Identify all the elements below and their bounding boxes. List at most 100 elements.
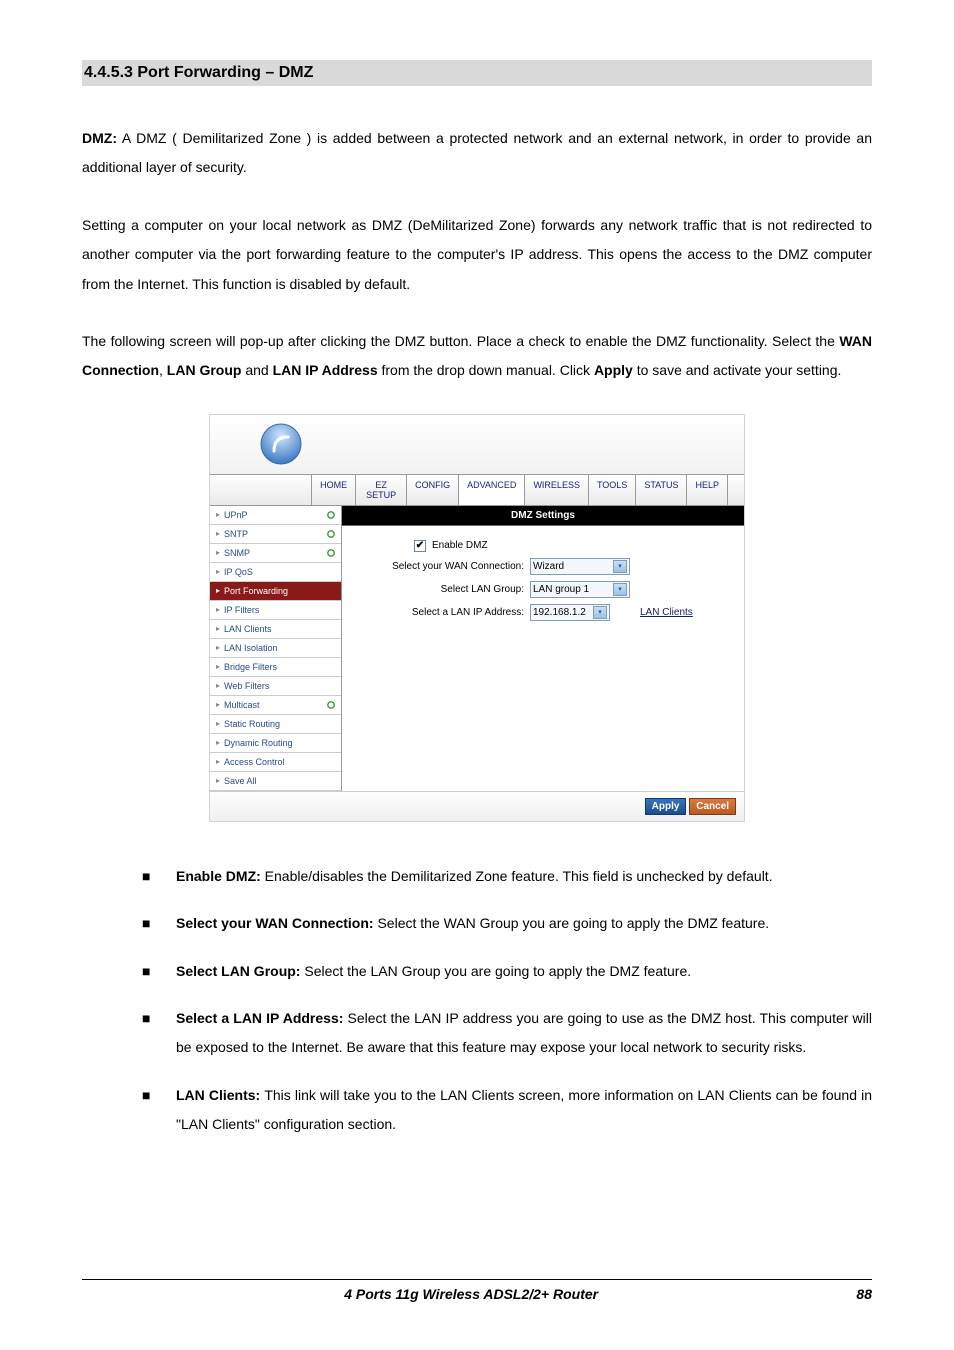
- tab-status[interactable]: STATUS: [636, 475, 687, 505]
- enable-dmz-checkbox[interactable]: ✔: [414, 540, 426, 552]
- wan-connection-select[interactable]: Wizard ▾: [530, 558, 630, 575]
- para1-body: A DMZ ( Demilitarized Zone ) is added be…: [82, 130, 872, 175]
- apply-button[interactable]: Apply: [645, 798, 687, 815]
- router-bottom-bar: Apply Cancel: [210, 791, 744, 821]
- wan-connection-label: Select your WAN Connection:: [358, 561, 530, 572]
- sidebar-label: SNMP: [224, 548, 250, 558]
- dmz-settings-banner: DMZ Settings: [342, 506, 744, 526]
- dmz-bold-label: DMZ:: [82, 130, 117, 146]
- feature-description-list: Enable DMZ: Enable/disables the Demilita…: [82, 862, 872, 1140]
- router-sidebar: ▸UPnP ▸SNTP ▸SNMP: [210, 506, 342, 791]
- p3-c4: to save and activate your setting.: [633, 362, 842, 378]
- router-main-pane: DMZ Settings ✔ Enable DMZ Select your WA…: [342, 506, 744, 791]
- nav-spacer: [210, 475, 312, 505]
- sidebar-item-multicast[interactable]: ▸Multicast: [210, 696, 341, 715]
- lan-clients-link[interactable]: LAN Clients: [640, 607, 693, 618]
- sidebar-label: Save All: [224, 776, 257, 786]
- lan-ip-value: 192.168.1.2: [533, 607, 586, 618]
- refresh-icon: [327, 511, 335, 519]
- sidebar-item-web-filters[interactable]: ▸Web Filters: [210, 677, 341, 696]
- bullet-text: Select the WAN Group you are going to ap…: [377, 915, 769, 931]
- sidebar-item-ip-filters[interactable]: ▸IP Filters: [210, 601, 341, 620]
- page-footer: . 4 Ports 11g Wireless ADSL2/2+ Router 8…: [82, 1286, 872, 1302]
- sidebar-label: Access Control: [224, 757, 285, 767]
- sidebar-item-dynamic-routing[interactable]: ▸Dynamic Routing: [210, 734, 341, 753]
- p3-c2: and: [241, 362, 272, 378]
- tab-empty: [728, 475, 744, 505]
- router-logo-icon: [260, 423, 302, 465]
- sidebar-label: SNTP: [224, 529, 248, 539]
- tab-help[interactable]: HELP: [687, 475, 728, 505]
- router-nav-tabs: HOME EZ SETUP CONFIG ADVANCED WIRELESS T…: [210, 475, 744, 506]
- footer-rule: [82, 1279, 872, 1280]
- sidebar-item-bridge-filters[interactable]: ▸Bridge Filters: [210, 658, 341, 677]
- sidebar-item-upnp[interactable]: ▸UPnP: [210, 506, 341, 525]
- bullet-bold: LAN Clients:: [176, 1087, 264, 1103]
- sidebar-label: LAN Isolation: [224, 643, 278, 653]
- sidebar-item-static-routing[interactable]: ▸Static Routing: [210, 715, 341, 734]
- list-item: LAN Clients: This link will take you to …: [142, 1081, 872, 1140]
- sidebar-item-sntp[interactable]: ▸SNTP: [210, 525, 341, 544]
- wan-connection-value: Wizard: [533, 561, 564, 572]
- cancel-button[interactable]: Cancel: [689, 798, 736, 815]
- bullet-bold: Select a LAN IP Address:: [176, 1010, 348, 1026]
- bullet-bold: Select LAN Group:: [176, 963, 304, 979]
- sidebar-item-snmp[interactable]: ▸SNMP: [210, 544, 341, 563]
- bullet-bold: Select your WAN Connection:: [176, 915, 377, 931]
- sidebar-item-port-forwarding[interactable]: ▸Port Forwarding: [210, 582, 341, 601]
- bullet-text: This link will take you to the LAN Clien…: [176, 1087, 872, 1132]
- list-item: Select a LAN IP Address: Select the LAN …: [142, 1004, 872, 1063]
- tab-config[interactable]: CONFIG: [407, 475, 459, 505]
- enable-dmz-label: Enable DMZ: [432, 540, 488, 551]
- refresh-icon: [327, 701, 335, 709]
- sidebar-label: Web Filters: [224, 681, 269, 691]
- bullet-text: Select the LAN Group you are going to ap…: [304, 963, 691, 979]
- sidebar-label: Bridge Filters: [224, 662, 277, 672]
- lan-group-select[interactable]: LAN group 1 ▾: [530, 581, 630, 598]
- sidebar-label: IP Filters: [224, 605, 259, 615]
- footer-title: 4 Ports 11g Wireless ADSL2/2+ Router: [344, 1286, 598, 1302]
- sidebar-item-access-control[interactable]: ▸Access Control: [210, 753, 341, 772]
- sidebar-label: LAN Clients: [224, 624, 272, 634]
- tab-tools[interactable]: TOOLS: [589, 475, 636, 505]
- lan-ip-select[interactable]: 192.168.1.2 ▾: [530, 604, 610, 621]
- chevron-down-icon: ▾: [593, 606, 607, 619]
- router-ui-window: HOME EZ SETUP CONFIG ADVANCED WIRELESS T…: [209, 414, 745, 822]
- list-item: Select LAN Group: Select the LAN Group y…: [142, 957, 872, 986]
- sidebar-label: Static Routing: [224, 719, 280, 729]
- refresh-icon: [327, 549, 335, 557]
- section-heading: 4.4.5.3 Port Forwarding – DMZ: [82, 60, 872, 86]
- sidebar-item-save-all[interactable]: ▸Save All: [210, 772, 341, 791]
- paragraph-dmz-desc: Setting a computer on your local network…: [82, 211, 872, 299]
- p3-c3: from the drop down manual. Click: [378, 362, 594, 378]
- p3-lan-ip: LAN IP Address: [273, 362, 378, 378]
- p3-a: The following screen will pop-up after c…: [82, 333, 839, 349]
- sidebar-item-lan-isolation[interactable]: ▸LAN Isolation: [210, 639, 341, 658]
- sidebar-item-ip-qos[interactable]: ▸IP QoS: [210, 563, 341, 582]
- tab-advanced[interactable]: ADVANCED: [459, 475, 525, 505]
- refresh-icon: [327, 530, 335, 538]
- chevron-down-icon: ▾: [613, 583, 627, 596]
- sidebar-item-lan-clients[interactable]: ▸LAN Clients: [210, 620, 341, 639]
- tab-wireless[interactable]: WIRELESS: [525, 475, 589, 505]
- sidebar-label: Multicast: [224, 700, 260, 710]
- lan-ip-label: Select a LAN IP Address:: [358, 607, 530, 618]
- p3-lan-group: LAN Group: [167, 362, 242, 378]
- paragraph-dmz-instructions: The following screen will pop-up after c…: [82, 327, 872, 386]
- bullet-bold: Enable DMZ:: [176, 868, 265, 884]
- lan-group-label: Select LAN Group:: [358, 584, 530, 595]
- sidebar-label: Dynamic Routing: [224, 738, 293, 748]
- sidebar-label: UPnP: [224, 510, 248, 520]
- tab-home[interactable]: HOME: [312, 475, 356, 505]
- p3-apply: Apply: [594, 362, 633, 378]
- list-item: Enable DMZ: Enable/disables the Demilita…: [142, 862, 872, 891]
- lan-group-value: LAN group 1: [533, 584, 589, 595]
- tab-ez-setup[interactable]: EZ SETUP: [356, 475, 407, 505]
- sidebar-label: IP QoS: [224, 567, 253, 577]
- paragraph-dmz-intro: DMZ: A DMZ ( Demilitarized Zone ) is add…: [82, 124, 872, 183]
- p3-c1: ,: [159, 362, 167, 378]
- sidebar-label: Port Forwarding: [224, 586, 288, 596]
- list-item: Select your WAN Connection: Select the W…: [142, 909, 872, 938]
- bullet-text: Enable/disables the Demilitarized Zone f…: [265, 868, 773, 884]
- chevron-down-icon: ▾: [613, 560, 627, 573]
